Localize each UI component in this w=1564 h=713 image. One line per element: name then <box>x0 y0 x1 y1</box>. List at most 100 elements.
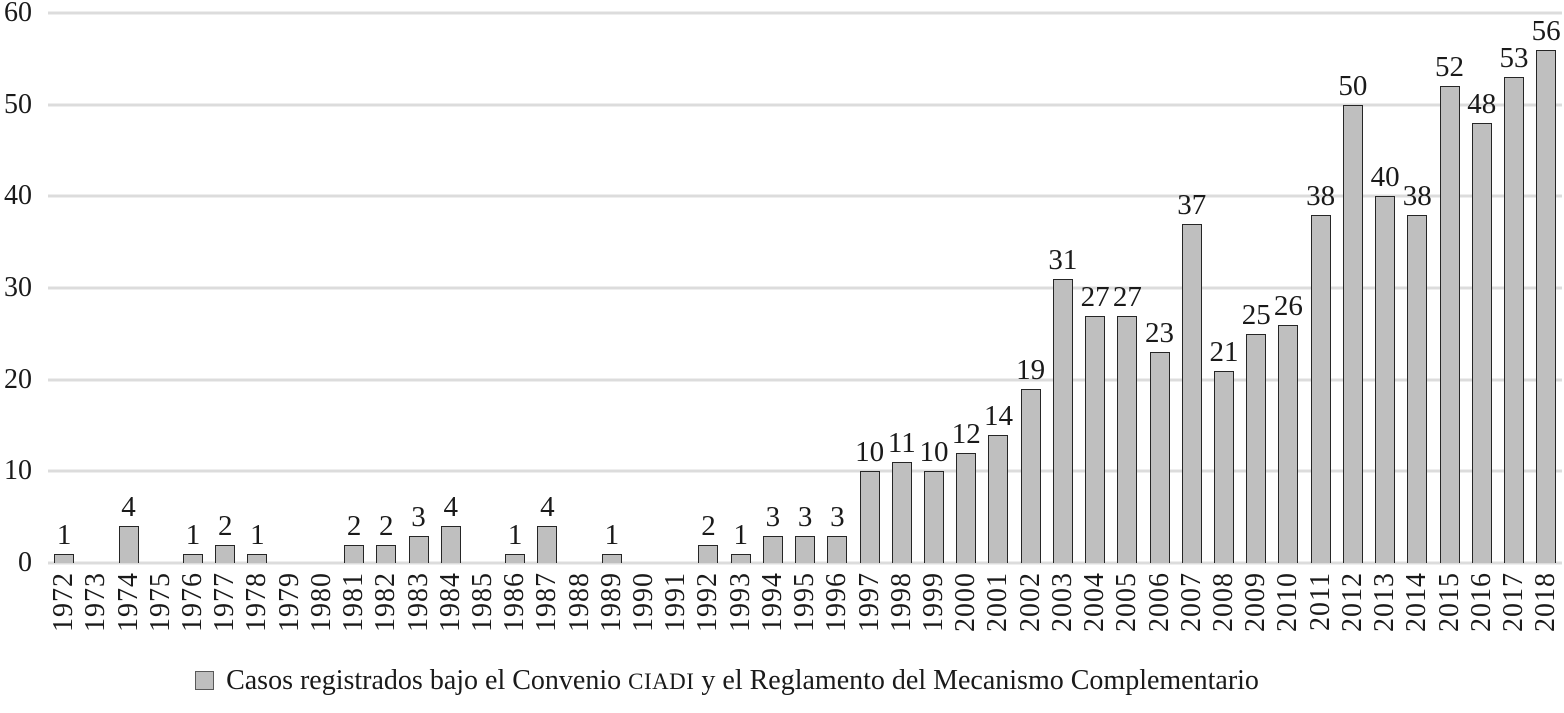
bar-slot <box>628 13 660 563</box>
bar: 4 <box>118 493 139 563</box>
y-axis-tick-label: 50 <box>4 88 32 120</box>
bar-value-label: 4 <box>540 491 555 524</box>
x-axis-tick: 1975 <box>145 572 177 632</box>
x-axis-tick-label: 1980 <box>305 572 337 632</box>
bar-value-label: 40 <box>1370 161 1400 194</box>
x-axis: 1972 1973 1974 1975 1976 1977 1978 1979 1980 1981… <box>48 572 1562 632</box>
x-axis-tick-label: 1975 <box>144 572 176 632</box>
bar-value-label: 52 <box>1435 51 1465 84</box>
bar-slot: 2 <box>370 13 402 563</box>
bar: 2 <box>376 511 397 563</box>
bar-slot: 10 <box>853 13 885 563</box>
legend-entry: Casos registrados bajo el Convenio CIADI… <box>195 664 1259 698</box>
y-axis-tick-label: 40 <box>4 180 32 212</box>
bar-slot: 38 <box>1305 13 1337 563</box>
x-axis-tick-label: 1991 <box>660 572 692 632</box>
x-axis-tick: 1978 <box>241 572 273 632</box>
x-axis-tick-label: 2006 <box>1143 572 1175 632</box>
x-axis-tick: 1988 <box>564 572 596 632</box>
gridline <box>48 103 1562 107</box>
x-axis-tick: 1985 <box>467 572 499 632</box>
x-axis-tick: 1990 <box>628 572 660 632</box>
x-axis-tick-label: 2017 <box>1497 572 1529 632</box>
bar-slot: 3 <box>821 13 853 563</box>
x-axis-tick-label: 1992 <box>692 572 724 632</box>
bar-slot: 37 <box>1176 13 1208 563</box>
bar: 38 <box>1403 181 1432 563</box>
bar-slot: 12 <box>950 13 982 563</box>
x-axis-tick: 1989 <box>596 572 628 632</box>
bar-slot <box>145 13 177 563</box>
bar-slot: 40 <box>1369 13 1401 563</box>
gridline <box>48 286 1562 290</box>
bar: 56 <box>1532 16 1561 563</box>
x-axis-tick-label: 1977 <box>209 572 241 632</box>
bar-slot <box>564 13 596 563</box>
x-axis-tick-label: 1989 <box>595 572 627 632</box>
bar-value-label: 2 <box>217 509 233 542</box>
bar-slot: 1 <box>725 13 757 563</box>
x-axis-tick-label: 2016 <box>1465 572 1497 632</box>
bar-value-label: 26 <box>1273 289 1303 322</box>
x-axis-tick: 2002 <box>1015 572 1047 632</box>
x-axis-tick-label: 2018 <box>1530 572 1562 632</box>
bar: 25 <box>1242 300 1271 563</box>
x-axis-tick-label: 1984 <box>434 572 466 632</box>
bar-value-label: 3 <box>411 500 426 533</box>
x-axis-tick-label: 2000 <box>950 572 982 632</box>
bar: 38 <box>1306 181 1335 563</box>
bars-container: 1 4 1 2 1 2 2 3 4 1 4 1 2 1 3 3 3 10 11 10 12 14 19 31 27 27 23 37 2… <box>48 13 1562 563</box>
x-axis-tick-label: 1987 <box>531 572 563 632</box>
bar-slot: 25 <box>1240 13 1272 563</box>
bar-slot <box>660 13 692 563</box>
bar-value-label: 27 <box>1080 280 1110 313</box>
x-axis-tick: 1980 <box>306 572 338 632</box>
bar: 3 <box>827 502 848 563</box>
legend-label-acronym: CIADI <box>628 669 695 694</box>
x-axis-tick-label: 2008 <box>1207 572 1239 632</box>
bar-value-label: 1 <box>185 518 201 551</box>
bar-slot: 52 <box>1433 13 1465 563</box>
x-axis-tick-label: 2007 <box>1175 572 1207 632</box>
bar-value-label: 53 <box>1499 42 1529 75</box>
bar-slot: 1 <box>241 13 273 563</box>
bar-slot: 19 <box>1015 13 1047 563</box>
bar: 52 <box>1435 53 1464 563</box>
bar-value-label: 19 <box>1016 353 1046 386</box>
bar-slot <box>274 13 306 563</box>
bar: 1 <box>247 520 268 563</box>
x-axis-tick-label: 2004 <box>1079 572 1111 632</box>
x-axis-tick-label: 1994 <box>756 572 788 632</box>
bar-slot: 31 <box>1047 13 1079 563</box>
bar-slot: 27 <box>1079 13 1111 563</box>
gridline <box>48 469 1562 473</box>
x-axis-tick-label: 2012 <box>1336 572 1368 632</box>
y-axis-tick-label: 0 <box>18 547 32 578</box>
bar: 26 <box>1274 291 1303 563</box>
bar: 53 <box>1499 44 1528 563</box>
x-axis-tick-label: 1972 <box>48 572 80 632</box>
legend-label-prefix: Casos registrados bajo el Convenio <box>226 665 629 696</box>
x-axis-tick: 1982 <box>370 572 402 632</box>
x-axis-tick-label: 1981 <box>338 572 370 632</box>
bar-slot: 2 <box>209 13 241 563</box>
bar-slot: 27 <box>1111 13 1143 563</box>
bar-value-label: 4 <box>121 491 136 524</box>
y-axis-tick-label: 10 <box>4 455 32 487</box>
x-axis-tick: 1974 <box>112 572 144 632</box>
legend-swatch-icon <box>195 671 215 691</box>
x-axis-tick-label: 1999 <box>918 572 950 632</box>
gridline <box>48 11 1562 15</box>
x-axis-tick: 2009 <box>1240 572 1272 632</box>
x-axis-tick-label: 1990 <box>628 572 660 632</box>
bar: 48 <box>1467 90 1496 563</box>
bar: 2 <box>698 511 719 563</box>
legend-label: Casos registrados bajo el Convenio CIADI… <box>226 664 1259 698</box>
x-axis-tick-label: 1988 <box>563 572 595 632</box>
bar-value-label: 31 <box>1048 243 1078 276</box>
bar-value-label: 3 <box>830 500 845 533</box>
bar-value-label: 3 <box>797 500 813 533</box>
x-axis-tick: 1998 <box>886 572 918 632</box>
x-axis-tick: 1984 <box>435 572 467 632</box>
x-axis-tick-label: 2010 <box>1272 572 1304 632</box>
